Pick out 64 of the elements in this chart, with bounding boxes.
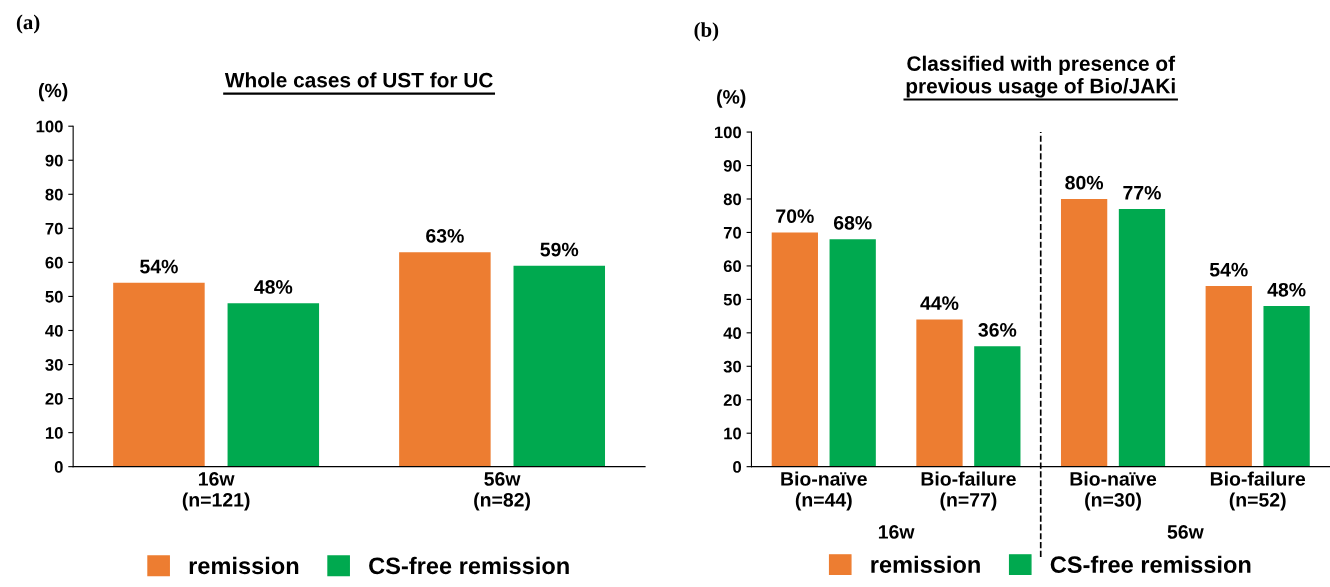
y-tick-label: 40 xyxy=(723,327,742,340)
y-tick-label: 50 xyxy=(45,290,63,303)
data-label: 48% xyxy=(1267,282,1306,297)
y-tick-label: 30 xyxy=(723,360,742,373)
y-axis-title: (%) xyxy=(717,89,746,108)
data-label: 44% xyxy=(920,296,959,311)
y-axis-title: (%) xyxy=(38,83,68,102)
bar xyxy=(113,282,205,467)
legend-label: CS-free remission xyxy=(369,556,569,575)
bar xyxy=(227,303,320,467)
text: 16w xyxy=(878,525,915,539)
x-tick-label: 56w (n=82) xyxy=(474,472,531,511)
bar xyxy=(1060,198,1108,467)
bar xyxy=(771,232,818,467)
data-label: 77% xyxy=(1123,185,1161,200)
data-label: 70% xyxy=(776,209,814,224)
x-tick-label: 16w (n=121) xyxy=(182,472,250,511)
y-tick-label: 10 xyxy=(45,427,63,439)
legend-label: remission xyxy=(189,556,299,575)
data-label: 48% xyxy=(254,280,293,294)
y-tick-label: 20 xyxy=(45,392,63,405)
y-tick-label: 30 xyxy=(45,358,63,371)
bar xyxy=(1205,285,1252,467)
data-label: 54% xyxy=(140,259,178,274)
data-label: 59% xyxy=(540,242,579,257)
y-tick-label: 60 xyxy=(45,256,63,269)
y-tick-label: 80 xyxy=(723,193,742,206)
y-tick-label: 70 xyxy=(45,222,63,235)
y-tick-label: 80 xyxy=(45,188,63,201)
x-tick-label: Bio-naïve (n=30) xyxy=(1070,471,1157,511)
bar xyxy=(399,252,491,467)
text: 56w xyxy=(1167,525,1204,539)
y-tick-label: 10 xyxy=(724,427,742,440)
bar xyxy=(974,346,1021,467)
bar xyxy=(1118,209,1166,467)
bar xyxy=(1263,306,1310,467)
legend-label: CS-free remission xyxy=(1050,555,1251,574)
y-tick-label: 100 xyxy=(714,126,742,139)
y-tick-label: 40 xyxy=(45,324,63,337)
chart-title: Whole cases of UST for UC xyxy=(224,72,493,88)
bar xyxy=(513,265,606,467)
y-tick-label: 90 xyxy=(45,154,63,167)
data-label: 80% xyxy=(1065,175,1104,190)
x-tick-label: Bio-naïve (n=44) xyxy=(781,471,867,511)
y-tick-label: 0 xyxy=(54,461,63,473)
x-tick-label: Bio-failure (n=52) xyxy=(1210,471,1306,511)
text: (a) xyxy=(16,14,40,34)
bar xyxy=(916,319,963,467)
bar xyxy=(829,239,876,467)
chart-title: Classified with presence of previous usage of Bio/JAKi xyxy=(906,55,1176,98)
y-tick-label: 0 xyxy=(733,461,742,473)
data-label: 54% xyxy=(1209,262,1248,277)
y-tick-label: 60 xyxy=(723,260,742,273)
legend-label: remission xyxy=(871,555,980,574)
y-tick-label: 20 xyxy=(723,394,742,406)
data-label: 36% xyxy=(978,323,1017,337)
data-label: 68% xyxy=(833,215,872,230)
text: (b) xyxy=(694,22,719,42)
y-tick-label: 90 xyxy=(723,159,742,172)
y-tick-label: 70 xyxy=(723,226,742,239)
data-label: 63% xyxy=(426,229,464,243)
y-tick-label: 50 xyxy=(723,293,742,306)
y-tick-label: 100 xyxy=(36,120,63,133)
x-tick-label: Bio-failure (n=77) xyxy=(921,471,1016,511)
